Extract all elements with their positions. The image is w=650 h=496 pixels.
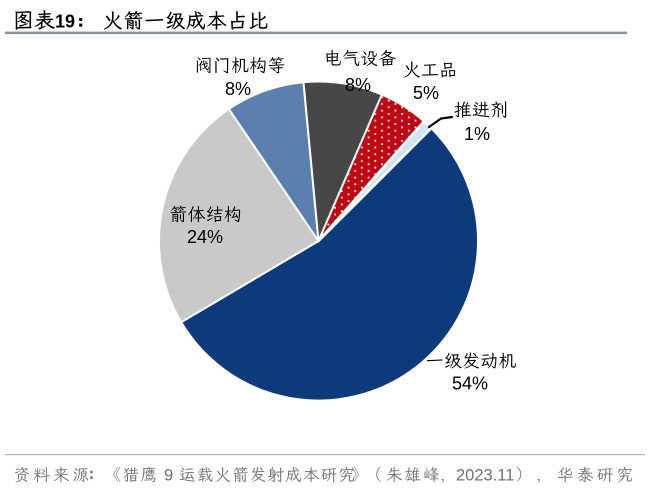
svg-text:19: 19 bbox=[55, 12, 75, 32]
svg-text:2023.11: 2023.11 bbox=[456, 467, 514, 485]
svg-text:5%: 5% bbox=[413, 83, 439, 103]
svg-text:8%: 8% bbox=[225, 79, 251, 99]
svg-text:9: 9 bbox=[164, 467, 173, 485]
svg-text:24%: 24% bbox=[187, 227, 223, 247]
svg-text:1%: 1% bbox=[464, 124, 490, 144]
svg-text:8%: 8% bbox=[345, 75, 371, 95]
svg-text:54%: 54% bbox=[452, 374, 488, 394]
